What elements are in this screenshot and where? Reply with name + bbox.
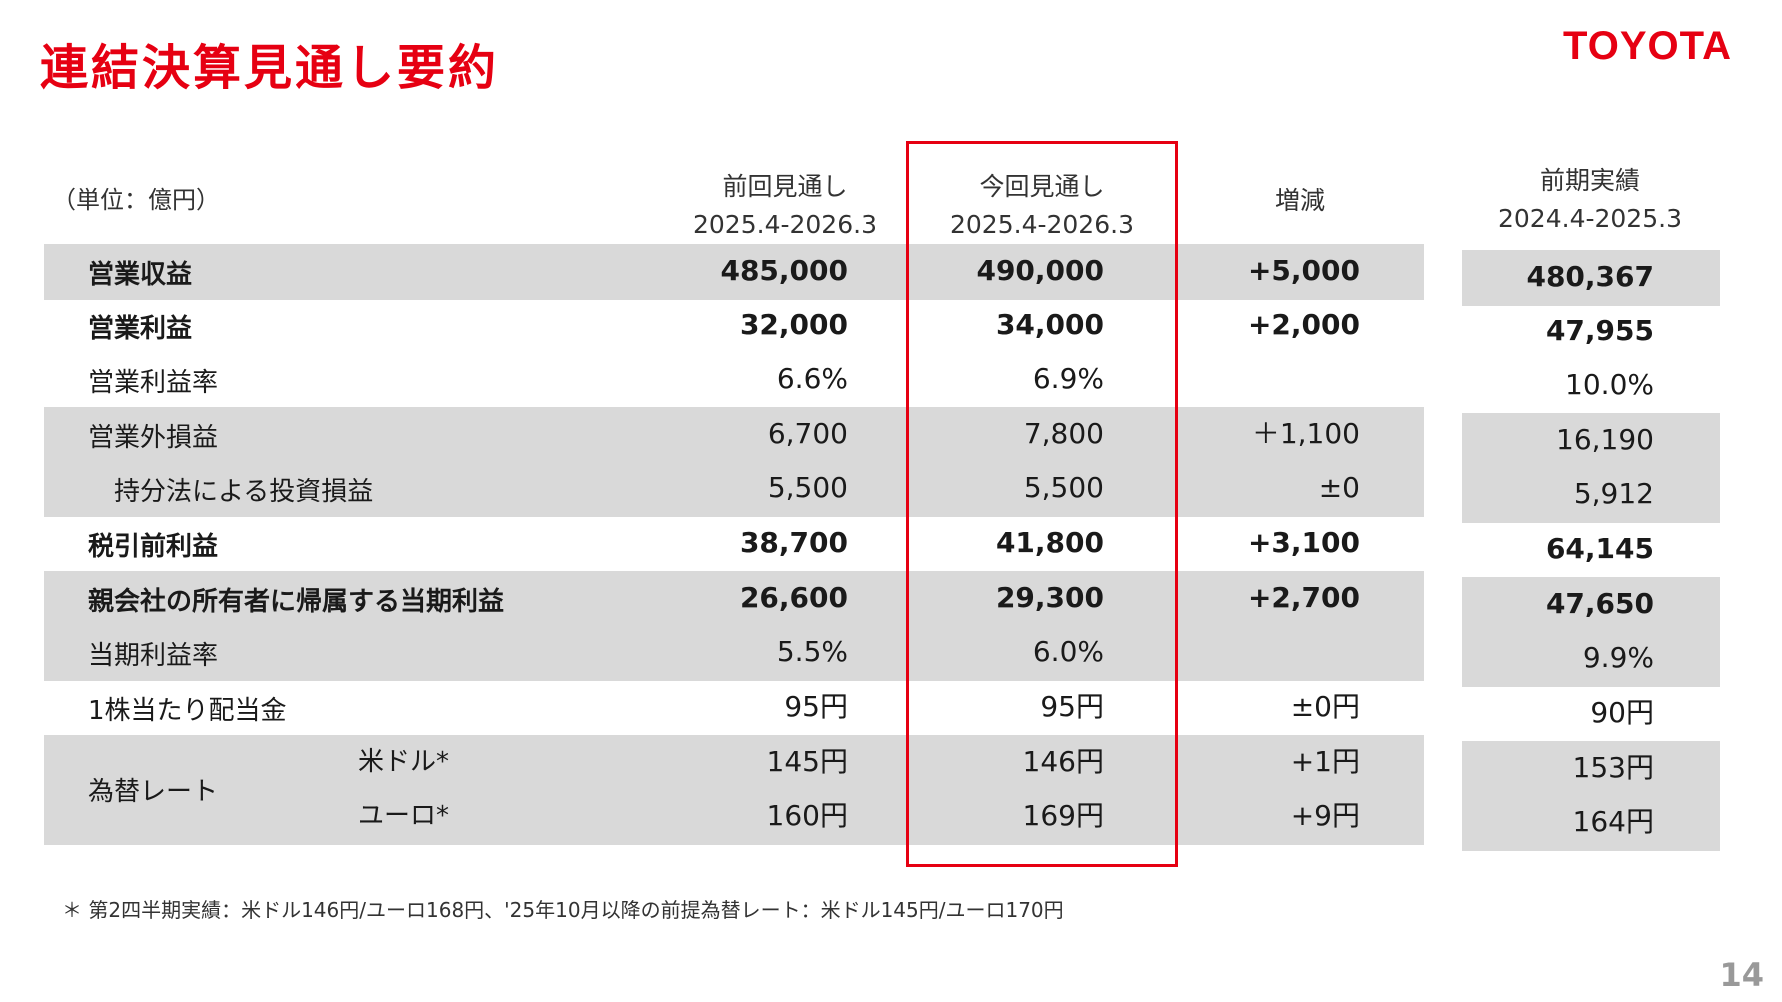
cell-prior: 47,650	[1545, 587, 1654, 620]
cell-curr: 34,000	[995, 308, 1104, 341]
prior-band	[1462, 577, 1720, 687]
row-band	[44, 407, 1424, 517]
row-label-eur: ユーロ*	[358, 801, 450, 831]
cell-prev: 5,500	[767, 471, 848, 504]
cell-diff: +1円	[1290, 745, 1360, 778]
row-label-dividend: 1株当たり配当金	[88, 696, 287, 726]
cell-diff: ±0	[1318, 471, 1360, 504]
cell-curr: 169円	[1022, 799, 1104, 832]
column-header-prior-period: 2024.4-2025.3	[1498, 204, 1682, 233]
column-header-curr-forecast: 今回見通し 2025.4-2026.3	[932, 168, 1152, 244]
cell-prior: 64,145	[1545, 532, 1654, 565]
prior-band	[1462, 741, 1720, 851]
column-header-prev-period: 2025.4-2026.3	[693, 210, 877, 239]
cell-prior: 16,190	[1556, 423, 1654, 456]
row-label-fx-rate: 為替レート	[88, 777, 219, 807]
cell-curr: 7,800	[1023, 417, 1104, 450]
cell-prev: 26,600	[739, 581, 848, 614]
row-band	[44, 735, 1424, 845]
toyota-logo: TOYOTA	[1563, 24, 1732, 68]
cell-curr: 6.0%	[1032, 635, 1104, 668]
cell-diff: +9円	[1290, 799, 1360, 832]
prior-band	[1462, 413, 1720, 523]
cell-prev: 6,700	[767, 417, 848, 450]
row-label-usd: 米ドル*	[358, 747, 450, 777]
row-label-net-margin: 当期利益率	[88, 641, 219, 671]
cell-curr: 95円	[1040, 690, 1104, 723]
cell-diff: ＋1,100	[1251, 417, 1360, 450]
cell-curr: 6.9%	[1032, 362, 1104, 395]
row-band	[44, 244, 1424, 300]
column-header-prior-title: 前期実績	[1539, 166, 1640, 195]
cell-prior: 47,955	[1545, 314, 1654, 347]
cell-prior: 9.9%	[1582, 641, 1654, 674]
cell-diff: ±0円	[1290, 690, 1360, 723]
cell-prev: 95円	[784, 690, 848, 723]
cell-prev: 38,700	[739, 526, 848, 559]
column-header-change: 増減	[1220, 182, 1380, 220]
row-label-equity-method: 持分法による投資損益	[114, 477, 374, 507]
footnote: ＊ 第2四半期実績：米ドル146円/ユーロ168円、'25年10月以降の前提為替…	[62, 898, 1064, 922]
cell-prev: 145円	[766, 745, 848, 778]
row-label-pretax-income: 税引前利益	[88, 532, 219, 562]
cell-prior: 164円	[1572, 805, 1654, 838]
row-label-operating-income: 営業利益	[88, 314, 193, 344]
column-header-change-title: 増減	[1274, 186, 1325, 215]
cell-prev: 485,000	[720, 254, 848, 287]
row-label-operating-margin: 営業利益率	[88, 368, 219, 398]
cell-prior: 5,912	[1573, 477, 1654, 510]
unit-label: （単位：億円）	[52, 186, 220, 214]
row-label-non-operating: 営業外損益	[88, 423, 219, 453]
column-header-prev-title: 前回見通し	[722, 172, 848, 201]
cell-curr: 5,500	[1023, 471, 1104, 504]
page-title: 連結決算見通し要約	[40, 40, 500, 96]
cell-prior: 480,367	[1526, 260, 1654, 293]
cell-prev: 5.5%	[776, 635, 848, 668]
column-header-curr-period: 2025.4-2026.3	[950, 210, 1134, 239]
cell-prior: 153円	[1572, 751, 1654, 784]
cell-diff: +3,100	[1247, 526, 1360, 559]
prior-band	[1462, 250, 1720, 306]
cell-diff: +2,000	[1247, 308, 1360, 341]
row-label-operating-revenue: 営業収益	[88, 260, 193, 290]
cell-prior: 10.0%	[1565, 368, 1654, 401]
row-band	[44, 571, 1424, 681]
column-header-curr-title: 今回見通し	[979, 172, 1105, 201]
column-header-prior-actual: 前期実績 2024.4-2025.3	[1480, 162, 1700, 238]
cell-prev: 32,000	[739, 308, 848, 341]
row-label-net-income: 親会社の所有者に帰属する当期利益	[88, 587, 505, 617]
cell-diff: +2,700	[1247, 581, 1360, 614]
cell-prev: 6.6%	[776, 362, 848, 395]
cell-prior: 90円	[1590, 696, 1654, 729]
cell-curr: 490,000	[976, 254, 1104, 287]
cell-curr: 29,300	[995, 581, 1104, 614]
page-number: 14	[1719, 956, 1764, 994]
cell-prev: 160円	[766, 799, 848, 832]
cell-curr: 146円	[1022, 745, 1104, 778]
cell-curr: 41,800	[995, 526, 1104, 559]
cell-diff: +5,000	[1247, 254, 1360, 287]
column-header-prev-forecast: 前回見通し 2025.4-2026.3	[680, 168, 890, 244]
current-forecast-highlight	[906, 141, 1178, 867]
